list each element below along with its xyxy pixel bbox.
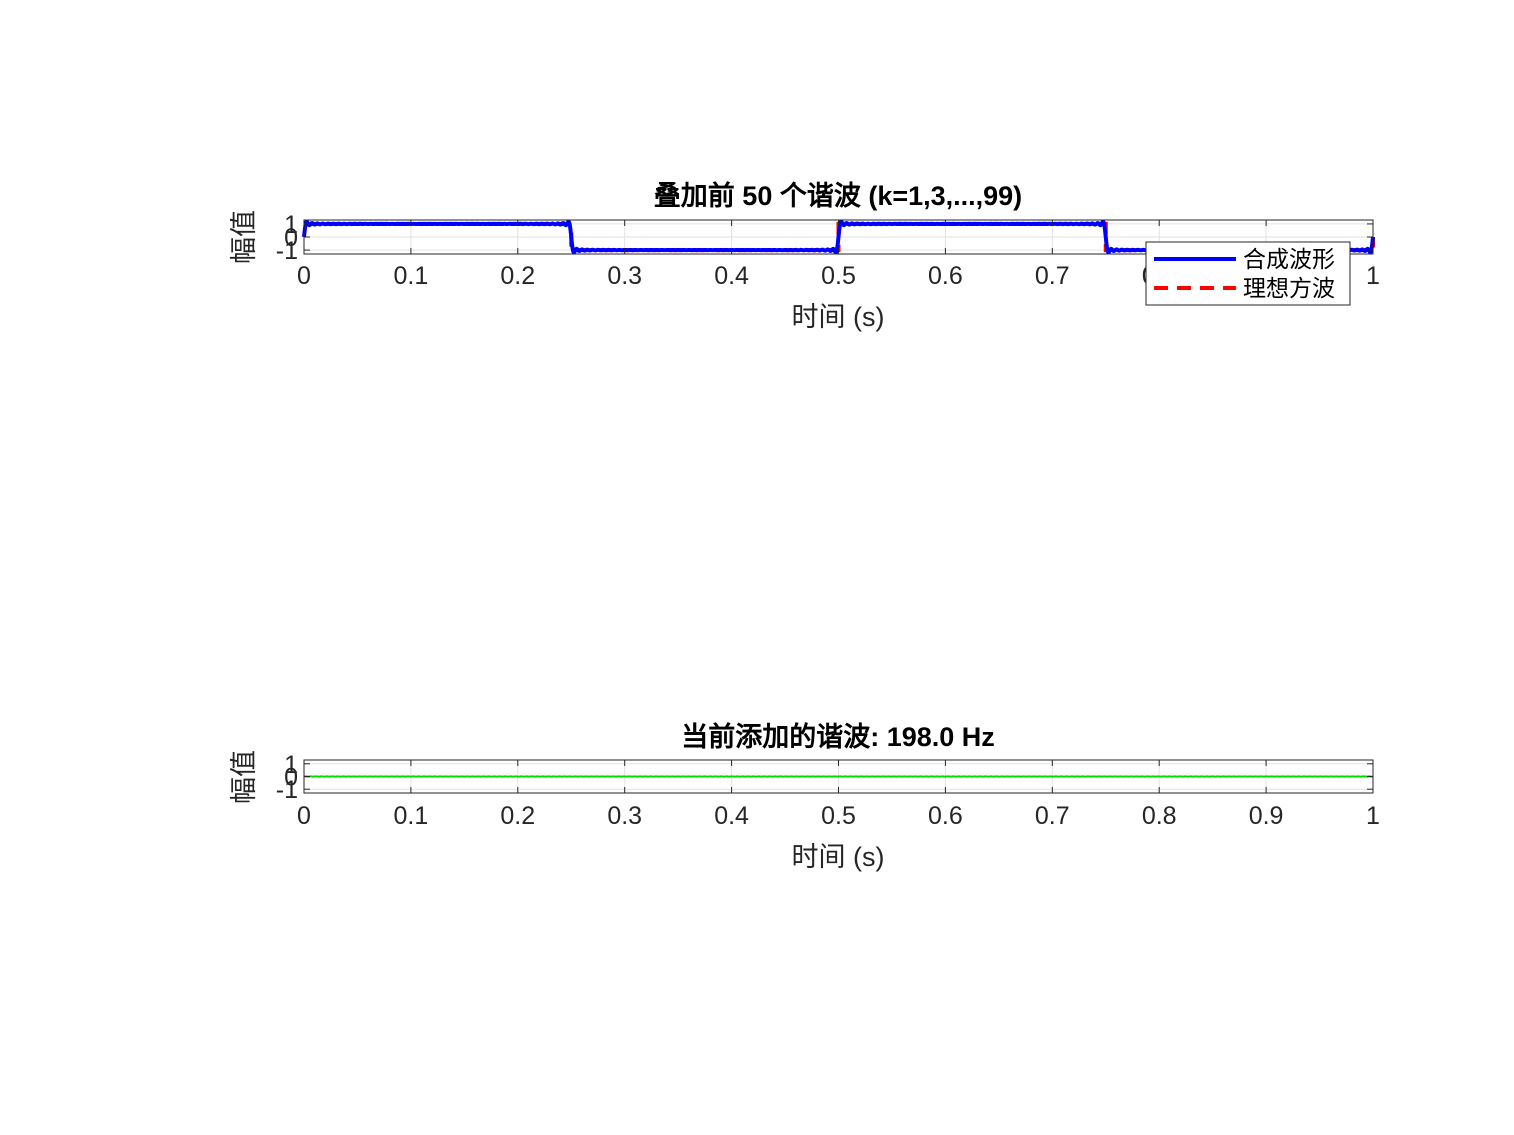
x-tick-label: 0.8 xyxy=(1142,802,1177,830)
x-tick-label: 0.9 xyxy=(1249,802,1284,830)
legend: 合成波形 理想方波 xyxy=(1146,242,1350,305)
x-tick-label: 0.7 xyxy=(1035,802,1070,830)
x-axis-label: 时间 (s) xyxy=(792,302,885,332)
x-axis-label: 时间 (s) xyxy=(792,842,885,872)
x-tick-label: 0.6 xyxy=(928,262,963,290)
y-axis-label: 幅值 xyxy=(229,210,259,264)
subplot-current-harmonic: 当前添加的谐波: 198.0 Hz 0 0.1 0.2 0.3 0.4 0.5 0.6 0.7… xyxy=(229,721,1380,872)
x-tick-label: 1 xyxy=(1366,262,1380,290)
x-tick-label: 0.5 xyxy=(821,262,856,290)
x-tick-label: 0.7 xyxy=(1035,262,1070,290)
y-tick-label: 1 xyxy=(284,211,298,239)
x-tick-label: 0 xyxy=(297,262,311,290)
x-tick-label: 0.3 xyxy=(607,802,642,830)
y-tick-label: 1 xyxy=(284,751,298,779)
legend-label-synthesized: 合成波形 xyxy=(1243,246,1335,272)
subplot-composite: 叠加前 50 个谐波 (k=1,3,...,99) 0 0.1 0.2 0.3 0.4 0… xyxy=(229,180,1380,332)
y-axis-label: 幅值 xyxy=(229,750,259,804)
x-tick-label: 0.1 xyxy=(394,802,429,830)
legend-label-ideal: 理想方波 xyxy=(1243,275,1335,301)
x-tick-label: 0.5 xyxy=(821,802,856,830)
x-tick-label: 0.1 xyxy=(394,262,429,290)
x-tick-label: 0.4 xyxy=(714,262,749,290)
x-tick-label: 1 xyxy=(1366,802,1380,830)
x-tick-label: 0 xyxy=(297,802,311,830)
chart-title: 叠加前 50 个谐波 (k=1,3,...,99) xyxy=(654,180,1022,211)
chart-title: 当前添加的谐波: 198.0 Hz xyxy=(681,721,995,752)
x-tick-label: 0.6 xyxy=(928,802,963,830)
x-tick-label: 0.2 xyxy=(500,262,535,290)
x-tick-label: 0.2 xyxy=(500,802,535,830)
x-tick-label: 0.3 xyxy=(607,262,642,290)
x-tick-label: 0.4 xyxy=(714,802,749,830)
